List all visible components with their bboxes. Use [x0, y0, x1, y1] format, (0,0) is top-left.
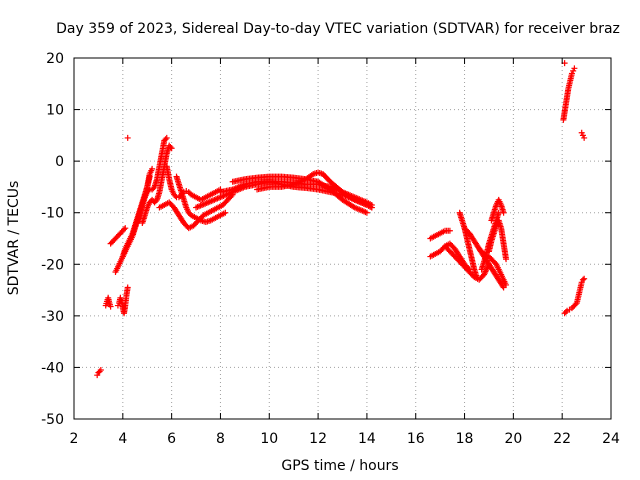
- data-point: [97, 367, 104, 374]
- data-point: [581, 275, 588, 282]
- series-arc-3: [107, 225, 129, 247]
- series-arc-22: [461, 225, 507, 291]
- axis-ticks: [73, 57, 612, 420]
- series-arc-30: [561, 275, 588, 317]
- series-arc-2: [102, 294, 114, 310]
- x-tick-label: 16: [407, 431, 425, 447]
- data-point: [124, 284, 131, 291]
- y-tick-label: 0: [55, 154, 64, 170]
- series-arc-16: [229, 173, 370, 216]
- series-arc-4: [114, 284, 131, 317]
- data-point: [167, 143, 174, 150]
- x-tick-label: 10: [260, 431, 278, 447]
- series-arc-13: [173, 173, 229, 225]
- data-point: [145, 187, 152, 194]
- series-arc-1: [94, 367, 104, 379]
- series-arc-12: [156, 191, 236, 232]
- y-tick-label: -50: [41, 412, 64, 428]
- x-tick-label: 6: [167, 431, 176, 447]
- data-points: [94, 60, 588, 379]
- series-arc-20: [456, 209, 480, 281]
- chart-title: Day 359 of 2023, Sidereal Day-to-day VTE…: [56, 21, 620, 37]
- x-tick-label: 12: [309, 431, 327, 447]
- x-tick-label: 4: [118, 431, 127, 447]
- grid: [74, 58, 611, 419]
- data-point: [107, 303, 114, 310]
- data-point: [503, 256, 510, 263]
- data-point: [581, 134, 588, 141]
- data-point: [572, 301, 579, 308]
- data-point: [579, 276, 586, 283]
- data-point: [499, 283, 506, 290]
- series-arc-18: [427, 227, 453, 242]
- data-point: [562, 308, 569, 315]
- series-arc-27: [560, 65, 578, 123]
- y-tick-label: -40: [41, 360, 64, 376]
- x-tick-label: 14: [358, 431, 376, 447]
- x-tick-label: 8: [216, 431, 225, 447]
- y-tick-label: 10: [46, 103, 64, 119]
- data-point: [162, 136, 169, 143]
- x-tick-label: 2: [70, 431, 79, 447]
- data-point: [222, 209, 229, 216]
- y-axis-label: SDTVAR / TECUs: [6, 181, 22, 296]
- y-tick-label: 20: [46, 51, 64, 67]
- data-point: [368, 204, 375, 211]
- data-point: [122, 225, 129, 232]
- y-tick-label: -20: [41, 257, 64, 273]
- x-tick-label: 22: [553, 431, 571, 447]
- x-tick-label: 20: [504, 431, 522, 447]
- data-point: [363, 209, 370, 216]
- x-tick-labels: 2 4 6 8 10 12 14 16 18 20 22 24: [70, 431, 620, 447]
- data-point: [446, 227, 453, 234]
- series-arc-10: [124, 134, 131, 141]
- data-point: [571, 65, 578, 72]
- series-arc-17: [254, 169, 375, 211]
- data-point: [163, 134, 170, 141]
- series-arc-9: [139, 142, 175, 227]
- x-tick-label: 18: [456, 431, 474, 447]
- series-arc-26: [488, 196, 507, 224]
- x-tick-label: 24: [602, 431, 620, 447]
- y-tick-label: -10: [41, 206, 64, 222]
- series-arc-29: [578, 129, 588, 141]
- plot-frame: [73, 57, 612, 420]
- data-point: [168, 145, 175, 152]
- y-tick-label: -30: [41, 309, 64, 325]
- data-point: [121, 226, 128, 233]
- series-arc-25: [485, 217, 510, 263]
- data-point: [149, 165, 156, 172]
- data-point: [124, 134, 131, 141]
- x-axis-label: GPS time / hours: [281, 458, 398, 474]
- y-tick-labels: -50 -40 -30 -20 -10 0 10 20: [41, 51, 64, 428]
- data-point: [492, 259, 499, 266]
- data-point: [500, 209, 507, 216]
- data-point: [503, 281, 510, 288]
